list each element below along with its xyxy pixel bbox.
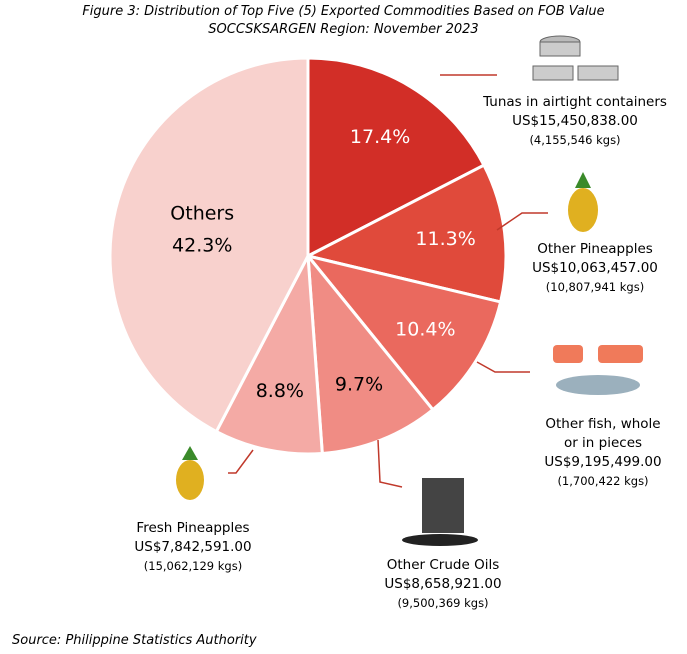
fob-value: US$8,658,921.00 bbox=[384, 576, 502, 592]
leader-line bbox=[476, 361, 530, 373]
slice-value-label: 42.3% bbox=[172, 235, 232, 257]
slice-value-label: 9.7% bbox=[335, 373, 383, 395]
slice-value-label: 11.3% bbox=[415, 228, 475, 250]
pineapple-leaves bbox=[575, 172, 591, 188]
commodity-name: Fresh Pineapples bbox=[136, 520, 250, 536]
pineapple-icon bbox=[176, 460, 204, 500]
pie-slice bbox=[306, 251, 435, 456]
fob-value: US$15,450,838.00 bbox=[512, 113, 638, 129]
commodity-label: Fresh Pineapples US$7,842,591.00 (15,062,1… bbox=[93, 519, 293, 576]
icons bbox=[176, 35, 643, 546]
fish-icon bbox=[553, 345, 583, 363]
weight: (15,062,129 kgs) bbox=[143, 559, 243, 573]
fob-value: US$9,195,499.00 bbox=[544, 454, 662, 470]
slice-value-label: 10.4% bbox=[395, 318, 455, 340]
commodity-label: Other fish, whole or in pieces US$9,195,4… bbox=[503, 415, 687, 491]
fish-icon bbox=[598, 345, 643, 363]
commodity-label: Other Crude Oils US$8,658,921.00 (9,500,36… bbox=[343, 556, 543, 613]
chart-subtitle: SOCCSKSARGEN Region: November 2023 bbox=[208, 22, 479, 37]
commodity-name: Other Crude Oils bbox=[386, 557, 500, 573]
commodity-label: Other Pineapples US$10,063,457.00 (10,807,… bbox=[495, 240, 687, 297]
commodity-name: Other Pineapples bbox=[537, 241, 653, 257]
weight: (9,500,369 kgs) bbox=[397, 596, 489, 610]
pie-slice bbox=[214, 250, 324, 456]
leader-line bbox=[377, 439, 403, 488]
slice-value-label: 8.8% bbox=[256, 380, 304, 402]
commodity-name: Other fish, whole or in pieces bbox=[545, 416, 661, 451]
can-icon bbox=[532, 65, 574, 81]
fish-icon bbox=[556, 375, 640, 395]
can-icon bbox=[577, 65, 619, 81]
slice-value-label: 17.4% bbox=[350, 126, 410, 148]
can-icon bbox=[539, 41, 581, 57]
source-note: Source: Philippine Statistics Authority bbox=[12, 633, 257, 648]
commodity-name: Tunas in airtight containers bbox=[483, 94, 667, 110]
weight: (4,155,546 kgs) bbox=[529, 133, 621, 147]
weight: (10,807,941 kgs) bbox=[545, 280, 645, 294]
weight: (1,700,422 kgs) bbox=[557, 474, 649, 488]
commodity-label: Tunas in airtight containers US$15,450,83… bbox=[475, 93, 675, 150]
chart-title: Figure 3: Distribution of Top Five (5) E… bbox=[82, 4, 605, 19]
fob-value: US$10,063,457.00 bbox=[532, 260, 658, 276]
slice-category-label: Others bbox=[170, 203, 234, 225]
leader-line bbox=[496, 212, 548, 231]
oil-puddle bbox=[402, 534, 478, 546]
leader-line bbox=[228, 449, 254, 474]
pie-slice bbox=[306, 56, 486, 259]
pie-slice bbox=[304, 253, 503, 412]
pineapple-icon bbox=[568, 188, 598, 232]
barrel-icon bbox=[422, 478, 464, 533]
pineapple-leaves bbox=[182, 446, 198, 460]
fob-value: US$7,842,591.00 bbox=[134, 539, 252, 555]
pie-slice bbox=[108, 56, 310, 434]
